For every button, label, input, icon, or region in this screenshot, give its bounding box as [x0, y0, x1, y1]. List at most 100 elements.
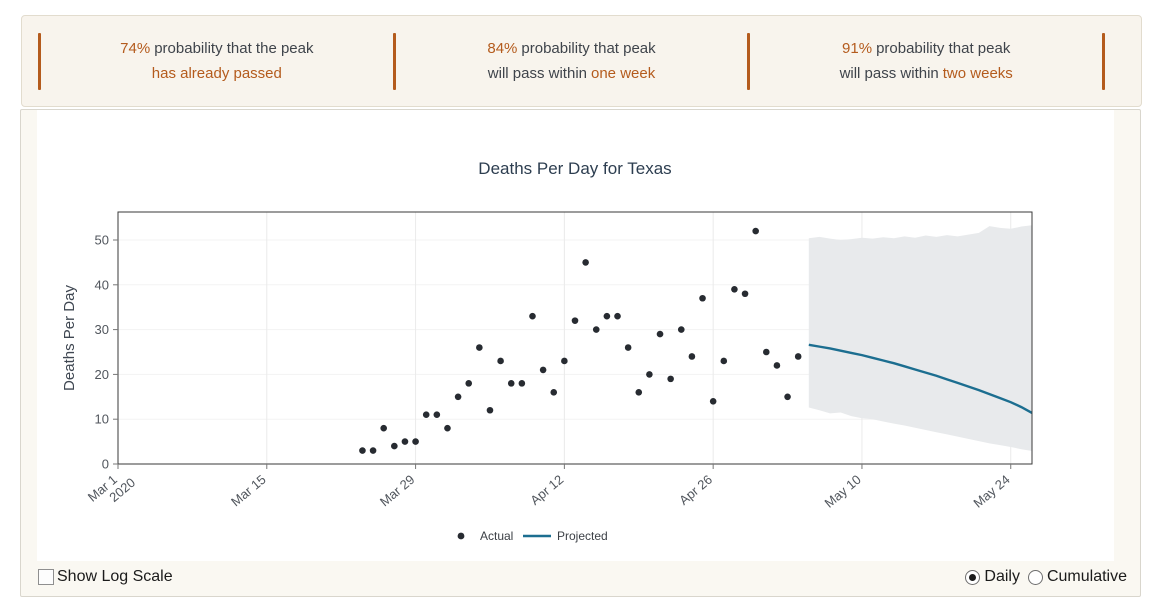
actual-point [571, 317, 579, 324]
daily-radio[interactable] [965, 569, 981, 585]
stat-line1: 74% probability that the peak [120, 40, 314, 57]
stat-line1: 84% probability that peak [487, 40, 656, 57]
x-tick-label: Mar 12020 [85, 464, 138, 515]
y-tick-label: 30 [95, 322, 109, 337]
chart-figure: Deaths Per Day for Texas Deaths Per Day … [37, 110, 1114, 561]
actual-point [592, 326, 600, 333]
actual-point [561, 357, 568, 365]
actual-point [529, 312, 536, 320]
actual-point [752, 227, 759, 235]
legend-actual-marker [457, 532, 465, 540]
y-tick-label: 0 [102, 457, 109, 472]
actual-point [720, 357, 728, 365]
mode-radio-group: Daily Cumulative [965, 568, 1127, 586]
y-axis-title: Deaths Per Day [61, 285, 78, 391]
actual-point [603, 312, 611, 320]
actual-point [794, 353, 802, 360]
chart-panel: Deaths Per Day for Texas Deaths Per Day … [20, 109, 1141, 597]
actual-point [433, 411, 441, 419]
actual-point [656, 330, 664, 338]
plot-layer: 0 10 20 30 40 50 Mar 12020 Mar 15 Mar 29 Apr 12 Ap… [85, 211, 1033, 515]
actual-point [359, 447, 366, 454]
x-tick-label: Apr 26 [676, 472, 715, 508]
actual-point [476, 344, 483, 351]
log-scale-checkbox[interactable] [38, 569, 54, 585]
legend-actual-label: Actual [480, 529, 513, 543]
actual-point [539, 366, 547, 374]
actual-point [646, 371, 653, 378]
actual-point [412, 438, 419, 445]
actual-point [465, 380, 473, 387]
x-tick-label: Apr 12 [527, 472, 566, 508]
stat-highlight: two weeks [942, 65, 1013, 82]
y-tick-label: 10 [95, 412, 109, 427]
actual-point [422, 411, 430, 419]
actual-point [582, 259, 589, 266]
log-scale-control[interactable]: Show Log Scale [38, 568, 173, 586]
divider-bar [392, 32, 396, 90]
divider-bar [747, 32, 751, 90]
cumulative-radio[interactable] [1027, 569, 1043, 585]
actual-point [391, 442, 398, 450]
actual-point [550, 389, 558, 396]
stat-percent: 74% [120, 40, 151, 57]
stat-highlight: has already passed [151, 65, 282, 82]
x-tick-label: Mar 29 [377, 472, 418, 510]
stat-peak-two-weeks: 91% probability that peak will pass withi… [750, 36, 1102, 86]
daily-option[interactable]: Daily [965, 568, 1020, 586]
actual-point [741, 290, 749, 298]
legend[interactable]: Actual Projected [457, 529, 608, 543]
actual-point [380, 424, 387, 432]
actual-point [677, 326, 685, 333]
actual-point [688, 353, 696, 360]
stat-percent: 91% [842, 40, 873, 57]
axis-ticks [113, 239, 1012, 469]
actual-point [667, 375, 674, 383]
actual-point [614, 312, 621, 320]
y-tick-label: 20 [95, 367, 109, 382]
log-scale-label[interactable]: Show Log Scale [57, 568, 173, 585]
legend-projected-label: Projected [557, 529, 608, 543]
uncertainty-band [808, 225, 1032, 452]
stat-peak-one-week: 84% probability that peak will pass withi… [396, 36, 748, 86]
actual-point [454, 393, 462, 401]
actual-point [773, 362, 781, 369]
stat-percent: 84% [487, 40, 518, 57]
actual-point [731, 285, 738, 293]
actual-point [624, 344, 632, 351]
stat-line2: will pass within two weeks [839, 65, 1013, 82]
actual-point [635, 389, 643, 396]
actual-point [699, 294, 706, 302]
stat-line2: has already passed [41, 61, 393, 86]
actual-point [507, 380, 515, 387]
y-tick-label: 50 [95, 233, 109, 248]
x-tick-label: May 10 [822, 472, 864, 511]
cumulative-label[interactable]: Cumulative [1046, 568, 1127, 585]
divider-bar [38, 32, 41, 90]
projected-line [808, 343, 1033, 414]
actual-point [369, 447, 377, 454]
actual-point [486, 406, 494, 414]
daily-label[interactable]: Daily [984, 568, 1020, 585]
chart-title: Deaths Per Day for Texas [478, 159, 671, 178]
actual-point [497, 357, 504, 365]
actual-point [763, 348, 770, 356]
actual-point [518, 380, 526, 387]
stat-highlight: one week [591, 65, 656, 82]
x-tick-label: Mar 15 [228, 472, 269, 510]
actual-point [444, 424, 451, 432]
divider-bar [1102, 32, 1106, 90]
actual-points [359, 227, 802, 454]
plot-frame [117, 211, 1033, 465]
stat-peak-passed: 74% probability that the peak has already… [41, 36, 393, 86]
actual-point [401, 438, 409, 445]
actual-point [784, 393, 791, 401]
probability-banner: 74% probability that the peak has already… [21, 15, 1142, 107]
cumulative-option[interactable]: Cumulative [1027, 568, 1127, 586]
deaths-chart: Deaths Per Day for Texas Deaths Per Day … [61, 159, 1033, 543]
y-tick-label: 40 [95, 277, 109, 292]
chart-controls: Show Log Scale Daily Cumulative [21, 565, 1140, 589]
stat-line1: 91% probability that peak [842, 40, 1011, 57]
actual-point [709, 397, 717, 405]
